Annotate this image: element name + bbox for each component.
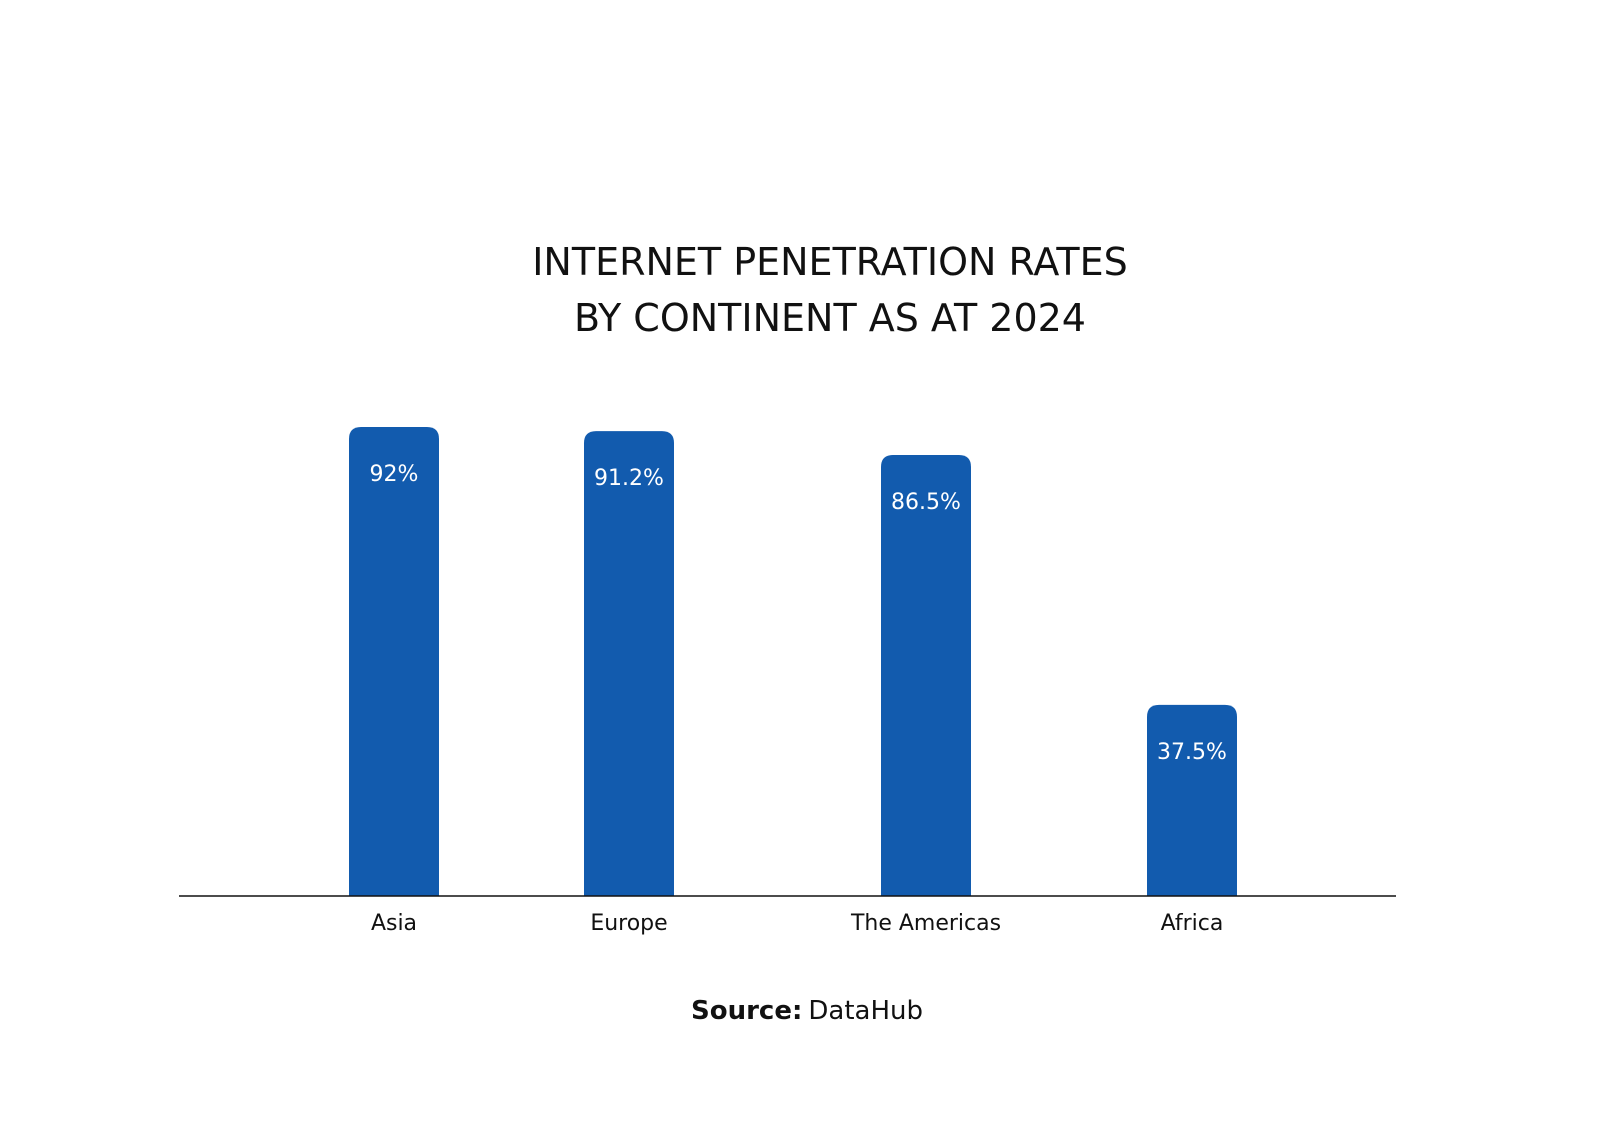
value-label-the-americas: 86.5% [891, 490, 961, 515]
bar-the-americas [881, 455, 971, 896]
category-label-the-americas: The Americas [850, 911, 1001, 936]
bar-europe [584, 431, 674, 896]
value-label-asia: 92% [370, 462, 419, 487]
bars-group [349, 427, 1237, 896]
category-label-europe: Europe [590, 911, 667, 936]
value-label-europe: 91.2% [594, 466, 664, 491]
category-label-asia: Asia [371, 911, 417, 936]
source-note: Source: DataHub [691, 996, 923, 1026]
chart-title-line-1: INTERNET PENETRATION RATES [532, 240, 1128, 284]
source-label: Source: [691, 996, 802, 1026]
bar-africa [1147, 704, 1237, 896]
bar-asia [349, 427, 439, 896]
chart-title-line-2: BY CONTINENT AS AT 2024 [574, 296, 1086, 340]
source-value: DataHub [808, 996, 923, 1026]
labels-group: 92% Asia 91.2% Europe 86.5% The Americas 37.5%… [370, 462, 1227, 936]
value-label-africa: 37.5% [1157, 740, 1227, 765]
category-label-africa: Africa [1161, 911, 1224, 936]
